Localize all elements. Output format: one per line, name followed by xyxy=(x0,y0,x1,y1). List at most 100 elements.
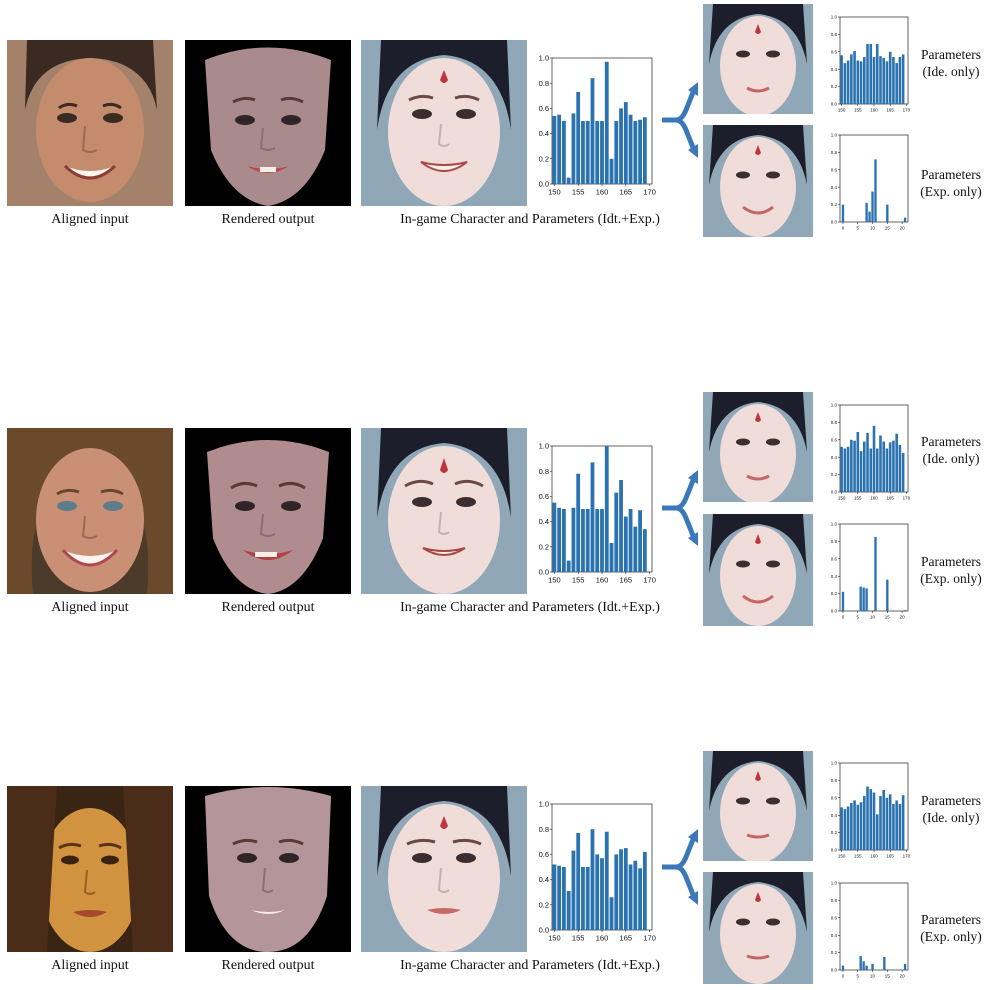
bar xyxy=(562,121,566,184)
x-tick-label: 155 xyxy=(854,108,862,113)
bar xyxy=(562,509,566,572)
bar xyxy=(872,57,876,104)
y-tick-label: 0.4 xyxy=(539,875,549,884)
bar xyxy=(886,579,889,611)
rendered-output-image xyxy=(185,428,351,594)
caption-rendered-output: Rendered output xyxy=(221,958,315,973)
y-tick-label: 0.8 xyxy=(831,898,838,903)
y-tick-label: 0.0 xyxy=(831,968,838,973)
exp-only-character-image xyxy=(703,872,813,984)
bar xyxy=(898,445,902,492)
x-tick-label: 160 xyxy=(596,934,609,943)
bar xyxy=(856,804,860,850)
bar xyxy=(903,217,907,222)
bar xyxy=(595,121,600,184)
caption-rendered-output: Rendered output xyxy=(221,600,315,615)
y-tick-label: 0.4 xyxy=(831,185,838,190)
bar xyxy=(846,446,850,492)
plot-frame xyxy=(839,134,909,223)
bar xyxy=(862,961,865,970)
bar xyxy=(859,451,863,492)
bar xyxy=(882,57,886,104)
bar xyxy=(859,61,863,104)
y-tick-label: 0.2 xyxy=(539,900,549,909)
bar xyxy=(898,57,902,104)
bar xyxy=(619,480,623,572)
bar xyxy=(853,50,856,104)
bar xyxy=(840,55,843,104)
bar xyxy=(875,448,879,492)
plot-frame xyxy=(839,523,909,612)
chart-exp-only-row3: 0.0 0.2 0.4 0.6 0.8 1.0 0 5 10 15 20 xyxy=(831,881,909,979)
x-tick-label: 165 xyxy=(886,108,894,113)
y-tick-label: 0.8 xyxy=(831,32,838,37)
y-tick-label: 0.6 xyxy=(539,104,549,113)
bar xyxy=(895,433,898,492)
x-tick-label: 150 xyxy=(548,576,561,585)
y-tick-label: 1.0 xyxy=(539,54,549,63)
y-tick-label: 0.6 xyxy=(831,437,838,442)
y-tick-label: 0.2 xyxy=(539,154,549,163)
y-tick-label: 1.0 xyxy=(831,522,838,527)
y-tick-label: 0.2 xyxy=(831,950,838,955)
bar xyxy=(642,529,647,572)
bar xyxy=(642,117,647,184)
bar xyxy=(841,204,845,222)
bar xyxy=(557,865,562,930)
bar xyxy=(566,890,571,930)
bar xyxy=(892,57,895,104)
y-tick-label: 0.2 xyxy=(539,542,549,551)
y-tick-label: 0.4 xyxy=(831,813,838,818)
bar xyxy=(600,121,604,184)
ide-only-character-image xyxy=(703,751,813,861)
y-tick-label: 0.6 xyxy=(831,556,838,561)
caption-ingame: In-game Character and Parameters (Idt.+E… xyxy=(400,212,660,227)
y-tick-label: 1.0 xyxy=(831,403,838,408)
y-tick-label: 0.4 xyxy=(831,455,838,460)
x-tick-label: 0 xyxy=(842,226,845,231)
bar xyxy=(850,439,853,492)
caption-ingame: In-game Character and Parameters (Idt.+E… xyxy=(400,958,660,973)
bar xyxy=(633,526,638,572)
bar xyxy=(862,587,865,611)
chart-exp-only-row2: 0.0 0.2 0.4 0.6 0.8 1.0 0 5 10 15 20 xyxy=(831,522,909,620)
chart-idt-exp-row2: 0.0 0.2 0.4 0.6 0.8 1.0 150 155 160 165 170 xyxy=(539,442,656,585)
y-tick-label: 0.6 xyxy=(831,795,838,800)
y-tick-label: 0.6 xyxy=(539,850,549,859)
x-tick-label: 170 xyxy=(903,854,911,859)
bar xyxy=(879,796,882,850)
caption-ingame: In-game Character and Parameters (Idt.+E… xyxy=(400,600,660,615)
bar xyxy=(623,102,628,184)
rendered-output-image xyxy=(185,786,351,952)
y-tick-label: 1.0 xyxy=(539,442,549,451)
bar xyxy=(609,897,614,930)
bar xyxy=(604,831,609,930)
x-tick-label: 20 xyxy=(900,974,906,979)
bar xyxy=(895,800,898,850)
bar xyxy=(862,796,866,850)
bar xyxy=(576,92,581,184)
bar xyxy=(872,792,876,850)
y-tick-label: 0.8 xyxy=(831,150,838,155)
bar xyxy=(614,492,619,572)
y-tick-label: 0.4 xyxy=(831,933,838,938)
bar xyxy=(581,509,585,572)
bar xyxy=(642,851,647,930)
x-tick-label: 5 xyxy=(856,615,859,620)
bar xyxy=(581,867,585,930)
x-tick-label: 10 xyxy=(870,615,876,620)
bar xyxy=(859,586,862,611)
y-tick-label: 0.0 xyxy=(831,102,838,107)
bar xyxy=(850,803,853,850)
x-tick-label: 170 xyxy=(903,108,911,113)
bar xyxy=(609,158,614,184)
x-tick-label: 165 xyxy=(620,188,633,197)
chart-exp-only-row1: 0.0 0.2 0.4 0.6 0.8 1.0 0 5 10 15 20 xyxy=(831,133,909,231)
bar xyxy=(892,440,895,492)
bar xyxy=(614,121,619,184)
bar xyxy=(850,54,853,104)
y-tick-label: 1.0 xyxy=(831,15,838,20)
x-tick-label: 165 xyxy=(620,576,633,585)
bar xyxy=(585,509,590,572)
x-tick-label: 15 xyxy=(885,615,891,620)
